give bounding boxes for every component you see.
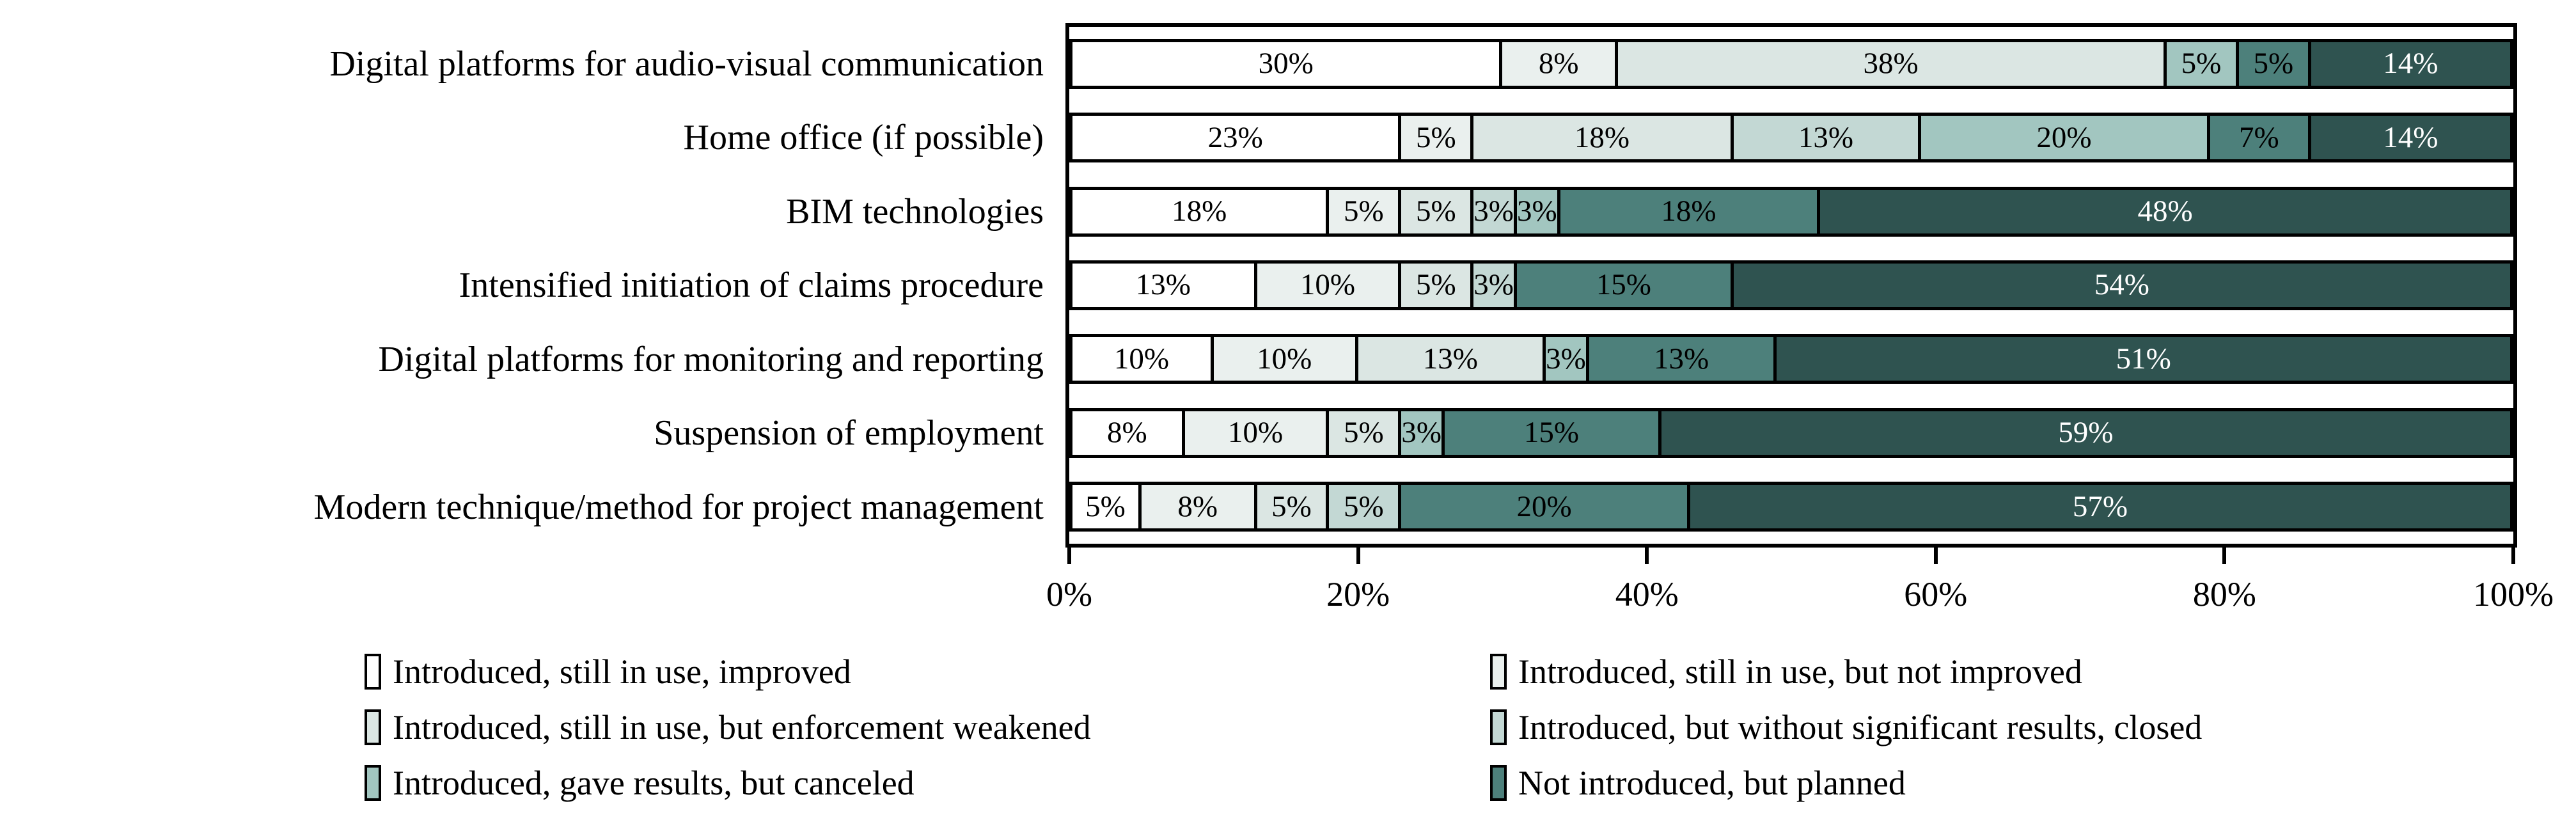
bar-segment: 20% xyxy=(1401,482,1690,532)
legend-item: Introduced, but without significant resu… xyxy=(1490,703,2202,752)
category-label: Home office (if possible) xyxy=(683,118,1044,158)
axis-tick xyxy=(1067,548,1071,564)
bar-segment: 5% xyxy=(1401,113,1474,163)
bar-row: 23% 5% 18% 13% 20% 7% 14% xyxy=(1069,100,2513,174)
bar-segment: 23% xyxy=(1069,113,1402,163)
bar-segment: 5% xyxy=(2238,38,2311,89)
axis-tick-label: 20% xyxy=(1326,575,1390,613)
axis-tick-label: 100% xyxy=(2473,575,2554,613)
bar-segment: 10% xyxy=(1213,334,1358,384)
bar-segment: 18% xyxy=(1069,186,1330,237)
bar-segment: 59% xyxy=(1661,407,2513,458)
bar-segment: 8% xyxy=(1069,407,1185,458)
axis-tick-label: 40% xyxy=(1615,575,1679,613)
legend-label: Not introduced, but planned xyxy=(1518,764,1906,802)
axis-tick-label: 60% xyxy=(1904,575,1968,613)
stacked-bar: 30% 8% 38% 5% 5% 14% xyxy=(1069,38,2513,89)
stacked-bar: 5% 8% 5% 5% 20% 57% xyxy=(1069,482,2513,532)
bar-segment: 5% xyxy=(1329,482,1402,532)
bar-row: 10% 10% 13% 3% 13% 51% xyxy=(1069,322,2513,396)
bar-row: 8% 10% 5% 3% 15% 59% xyxy=(1069,396,2513,470)
axis-tick xyxy=(2511,548,2515,564)
axis-tick xyxy=(2222,548,2227,564)
bar-segment: 7% xyxy=(2210,113,2311,163)
bar-segment: 13% xyxy=(1358,334,1546,384)
bar-row: 13% 10% 5% 3% 15% 54% xyxy=(1069,248,2513,322)
stacked-bar: 13% 10% 5% 3% 15% 54% xyxy=(1069,260,2513,310)
legend-swatch-icon xyxy=(365,709,381,745)
legend-item: Introduced, still in use, but not improv… xyxy=(1490,647,2082,696)
stacked-bar: 8% 10% 5% 3% 15% 59% xyxy=(1069,407,2513,458)
bar-segment: 18% xyxy=(1473,113,1734,163)
legend-swatch-icon xyxy=(1490,709,1507,745)
stacked-bar: 23% 5% 18% 13% 20% 7% 14% xyxy=(1069,113,2513,163)
legend-item: Introduced, still in use, but enforcemen… xyxy=(365,703,1091,752)
bar-segment: 30% xyxy=(1069,38,1503,89)
category-axis-labels: Digital platforms for audio-visual commu… xyxy=(0,27,1044,544)
category-label: Intensified initiation of claims procedu… xyxy=(459,265,1044,306)
legend-swatch-icon xyxy=(365,654,381,690)
legend-item: Introduced, still in use, improved xyxy=(365,647,851,696)
bar-row: 5% 8% 5% 5% 20% 57% xyxy=(1069,470,2513,543)
legend-swatch-icon xyxy=(365,765,381,801)
bar-segment: 3% xyxy=(1473,260,1517,310)
plot-area: 30% 8% 38% 5% 5% 14% 23% 5% 18% 13% 20% 7% 14% 18% 5% 5… xyxy=(1065,23,2517,548)
category-label: Digital platforms for monitoring and rep… xyxy=(378,339,1044,379)
bar-segment: 48% xyxy=(1820,186,2513,237)
bar-segment: 10% xyxy=(1184,407,1330,458)
stacked-bar: 18% 5% 5% 3% 3% 18% 48% xyxy=(1069,186,2513,237)
bar-segment: 14% xyxy=(2311,38,2513,89)
legend-item: Not introduced, but planned xyxy=(1490,759,1906,807)
axis-tick xyxy=(1645,548,1649,564)
category-label: Digital platforms for audio-visual commu… xyxy=(329,44,1044,84)
bar-segment: 3% xyxy=(1401,407,1445,458)
bar-segment: 15% xyxy=(1516,260,1734,310)
bar-segment: 5% xyxy=(1329,407,1402,458)
axis-tick xyxy=(1933,548,1938,564)
bar-segment: 5% xyxy=(1401,186,1474,237)
bar-segment: 3% xyxy=(1516,186,1560,237)
legend-label: Introduced, still in use, improved xyxy=(393,652,851,691)
legend-swatch-icon xyxy=(1490,654,1507,690)
bar-row: 30% 8% 38% 5% 5% 14% xyxy=(1069,27,2513,100)
legend-label: Introduced, still in use, but not improv… xyxy=(1518,652,2082,691)
bar-segment: 14% xyxy=(2311,113,2513,163)
bar-segment: 54% xyxy=(1733,260,2513,310)
bar-segment: 57% xyxy=(1690,482,2513,532)
legend-label: Introduced, gave results, but canceled xyxy=(393,764,915,802)
legend-label: Introduced, but without significant resu… xyxy=(1518,708,2203,746)
legend-swatch-icon xyxy=(1490,765,1507,801)
category-label: BIM technologies xyxy=(786,191,1044,232)
bar-segment: 5% xyxy=(1401,260,1474,310)
bar-segment: 10% xyxy=(1069,334,1214,384)
bar-row: 18% 5% 5% 3% 3% 18% 48% xyxy=(1069,175,2513,248)
axis-tick-label: 80% xyxy=(2192,575,2256,613)
axis-tick xyxy=(1356,548,1360,564)
bar-segment: 5% xyxy=(1329,186,1402,237)
bar-segment: 8% xyxy=(1141,482,1257,532)
legend-label: Introduced, still in use, but enforcemen… xyxy=(393,708,1091,746)
category-label: Modern technique/method for project mana… xyxy=(313,487,1044,527)
bar-segment: 13% xyxy=(1069,260,1257,310)
legend-item: Introduced, gave results, but canceled xyxy=(365,759,915,807)
bar-segment: 15% xyxy=(1445,407,1661,458)
bar-segment: 38% xyxy=(1618,38,2167,89)
bar-segment: 8% xyxy=(1502,38,1619,89)
bar-segment: 13% xyxy=(1733,113,1922,163)
bar-segment: 5% xyxy=(1257,482,1330,532)
category-label: Suspension of employment xyxy=(654,413,1044,454)
bar-segment: 20% xyxy=(1921,113,2210,163)
bar-segment: 10% xyxy=(1257,260,1402,310)
bar-segment: 18% xyxy=(1560,186,1821,237)
bar-segment: 13% xyxy=(1589,334,1777,384)
bar-segment: 5% xyxy=(1069,482,1142,532)
bar-segment: 3% xyxy=(1546,334,1589,384)
bar-segment: 5% xyxy=(2167,38,2239,89)
bar-segment: 51% xyxy=(1777,334,2513,384)
axis-tick-label: 0% xyxy=(1046,575,1092,613)
bar-segment: 3% xyxy=(1473,186,1517,237)
stacked-bar: 10% 10% 13% 3% 13% 51% xyxy=(1069,334,2513,384)
